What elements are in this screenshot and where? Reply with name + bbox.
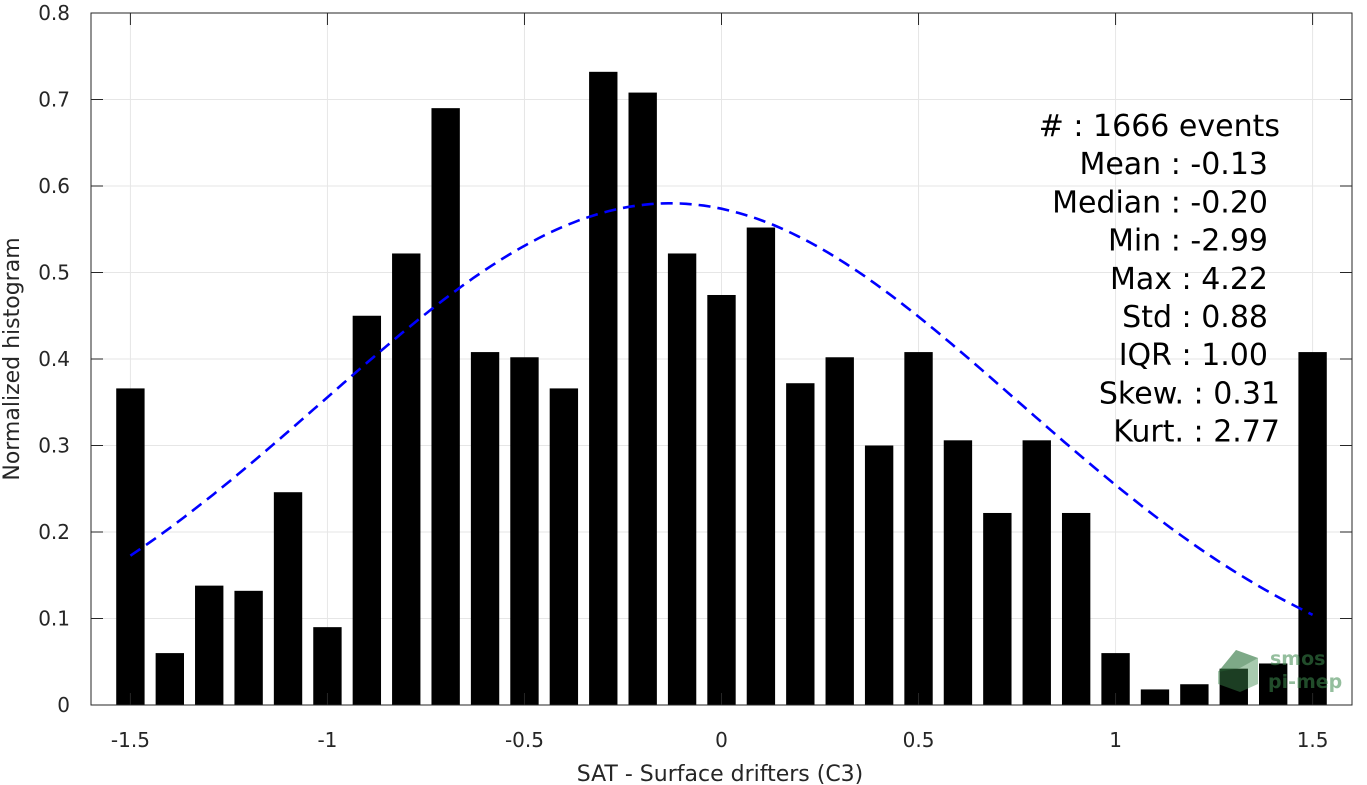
- histogram-bar: [550, 388, 578, 705]
- smos-pi-mep-watermark: smos pi-mep: [1218, 648, 1342, 693]
- y-tick-label: 0.1: [38, 607, 70, 631]
- histogram-bar: [826, 357, 854, 705]
- histogram-bar: [1062, 513, 1090, 705]
- stat-line: Median : -0.20: [1052, 185, 1268, 220]
- histogram-bar: [1180, 684, 1208, 705]
- y-tick-label: 0.5: [38, 261, 70, 285]
- histogram-bar: [589, 72, 617, 705]
- watermark-line1: smos: [1270, 648, 1325, 670]
- histogram-bar: [944, 440, 972, 705]
- x-axis-label: SAT - Surface drifters (C3): [577, 762, 864, 785]
- histogram-bar: [786, 383, 814, 705]
- histogram-bar: [983, 513, 1011, 705]
- histogram-bar: [1023, 440, 1051, 705]
- histogram-bar: [234, 591, 262, 705]
- y-tick-label: 0.2: [38, 520, 70, 544]
- y-tick-label: 0.8: [38, 1, 70, 25]
- histogram-chart: -1.5 -1 -0.5 0 0.5 1 1.5 0 0.1 0.2 0.3 0.4 0.5 0.6 0.…: [0, 0, 1367, 785]
- x-tick-label: -1: [317, 728, 337, 752]
- y-tick-labels: 0 0.1 0.2 0.3 0.4 0.5 0.6 0.7 0.8: [38, 1, 70, 717]
- y-tick-label: 0.6: [38, 174, 70, 198]
- histogram-bar: [668, 253, 696, 705]
- histogram-bar: [274, 492, 302, 705]
- stat-line: Max : 4.22: [1110, 262, 1268, 297]
- x-tick-label: -0.5: [505, 728, 544, 752]
- histogram-bar: [510, 357, 538, 705]
- y-tick-label: 0.7: [38, 88, 70, 112]
- stat-line: Kurt. : 2.77: [1113, 415, 1280, 450]
- x-tick-label: -1.5: [111, 728, 150, 752]
- watermark-line2: pi-mep: [1268, 671, 1342, 693]
- x-tick-label: 1: [1109, 728, 1122, 752]
- histogram-bar: [353, 316, 381, 705]
- histogram-bar: [707, 295, 735, 705]
- histogram-bar: [904, 352, 932, 705]
- x-tick-label: 1.5: [1297, 728, 1329, 752]
- stat-line: IQR : 1.00: [1119, 338, 1268, 373]
- x-tick-label: 0.5: [903, 728, 935, 752]
- histogram-bar: [156, 653, 184, 705]
- y-axis-label: Normalized histogram: [0, 237, 25, 480]
- histogram-bar: [629, 93, 657, 705]
- x-tick-label: 0: [715, 728, 728, 752]
- histogram-bar: [747, 228, 775, 705]
- histogram-bar: [195, 586, 223, 705]
- histogram-bar: [431, 108, 459, 705]
- y-tick-label: 0: [57, 693, 70, 717]
- histogram-bar: [865, 446, 893, 706]
- stat-line: Skew. : 0.31: [1099, 376, 1280, 411]
- y-tick-label: 0.3: [38, 434, 70, 458]
- stat-line: # : 1666 events: [1039, 109, 1280, 144]
- stat-line: Min : -2.99: [1108, 224, 1268, 259]
- histogram-bar: [471, 352, 499, 705]
- stat-line: Std : 0.88: [1122, 300, 1268, 335]
- histogram-bar: [1141, 689, 1169, 705]
- y-tick-label: 0.4: [38, 347, 70, 371]
- histogram-bar: [116, 388, 144, 705]
- stat-line: Mean : -0.13: [1079, 147, 1268, 182]
